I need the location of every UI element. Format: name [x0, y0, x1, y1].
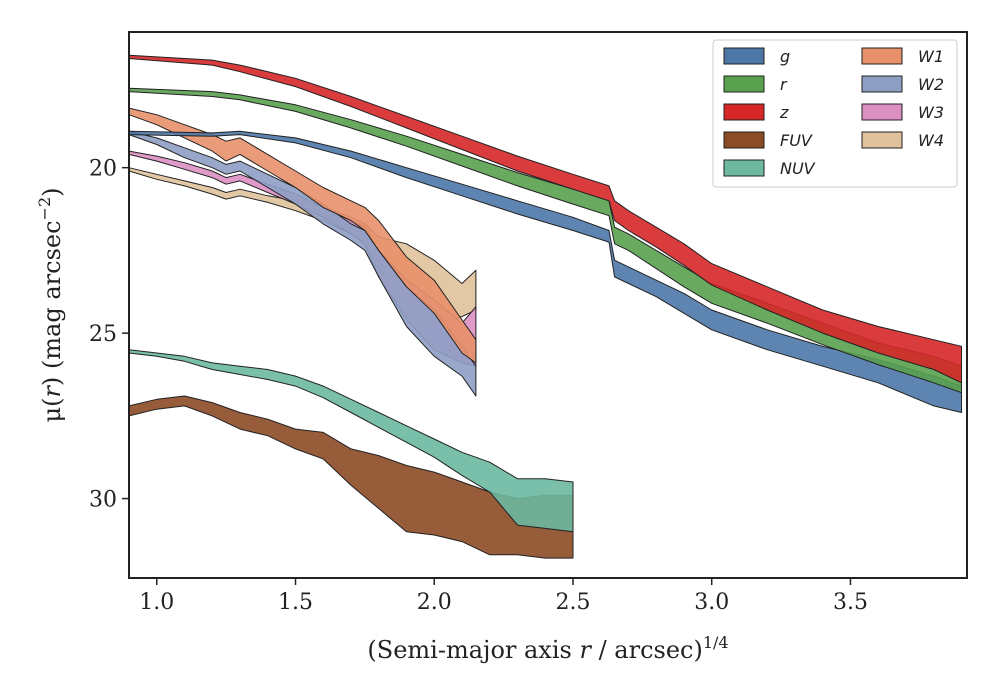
- y-tick-label: 25: [89, 322, 117, 347]
- band-w1: [128, 107, 477, 364]
- legend-label-r: r: [780, 75, 788, 94]
- y-tick-label: 30: [89, 488, 117, 513]
- y-axis-title: μ(r) (mag arcsec−2): [35, 187, 66, 422]
- legend-swatch-r: [723, 75, 765, 93]
- band-g: [128, 130, 962, 413]
- legend-label-w1: W1: [918, 47, 944, 66]
- legend-label-w3: W3: [918, 103, 944, 122]
- band-nuv: [128, 349, 574, 533]
- band-z: [128, 54, 962, 384]
- legend-label-w4: W4: [918, 131, 944, 150]
- x-tick-label: 2.5: [555, 590, 590, 615]
- y-axis: 20 25 30: [89, 157, 129, 513]
- legend-label-w2: W2: [918, 75, 944, 94]
- legend-label-nuv: NUV: [780, 159, 816, 178]
- band-fuv: [128, 395, 574, 559]
- legend-swatch-nuv: [723, 159, 765, 177]
- legend-swatch-w4: [861, 131, 903, 149]
- band-w2: [128, 130, 477, 397]
- legend-label-g: g: [780, 47, 790, 66]
- legend-swatch-z: [723, 103, 765, 121]
- legend-swatch-g: [723, 47, 765, 65]
- x-tick-label: 1.0: [139, 590, 174, 615]
- legend-label-z: z: [779, 103, 789, 122]
- legend-swatch-w2: [861, 75, 903, 93]
- legend-swatch-fuv: [723, 131, 765, 149]
- x-tick-label: 3.5: [833, 590, 868, 615]
- y-tick-label: 20: [89, 157, 117, 182]
- legend: grz FUV NUV W1 W2 W3 W4: [712, 39, 958, 188]
- band-r: [128, 87, 962, 394]
- legend-label-fuv: FUV: [780, 131, 813, 150]
- x-axis-title: (Semi-major axis r / arcsec)1/4: [367, 633, 728, 664]
- plot-frame: [128, 31, 968, 579]
- x-tick-label: 1.5: [278, 590, 313, 615]
- x-axis: 1.0 1.5 2.0 2.5 3.0 3.5: [139, 578, 868, 615]
- legend-swatch-w3: [861, 103, 903, 121]
- x-tick-label: 3.0: [694, 590, 729, 615]
- x-tick-label: 2.0: [417, 590, 452, 615]
- series-bands: [128, 54, 962, 559]
- legend-swatch-w1: [861, 47, 903, 65]
